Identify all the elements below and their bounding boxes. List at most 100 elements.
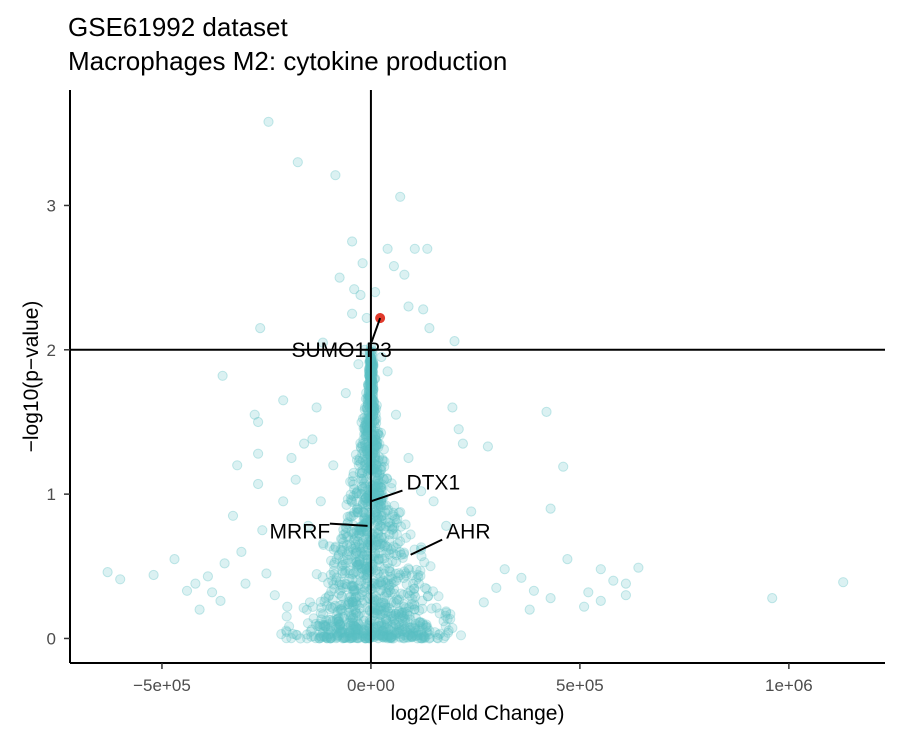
data-point (336, 603, 347, 615)
data-point (377, 510, 388, 521)
data-point (633, 562, 644, 573)
data-point (352, 506, 363, 517)
data-point (348, 535, 359, 546)
data-point (407, 630, 418, 641)
data-point (359, 546, 370, 557)
data-point (338, 537, 349, 548)
data-point (328, 544, 339, 555)
data-point (350, 630, 361, 641)
data-point (322, 624, 333, 635)
data-point (345, 626, 356, 637)
data-point (441, 520, 452, 532)
data-point (347, 585, 358, 596)
data-point (340, 388, 351, 399)
data-point (349, 586, 360, 597)
data-point (339, 632, 350, 644)
data-point (420, 620, 431, 632)
data-point (369, 463, 380, 474)
gene-label: SUMO1P3 (291, 339, 391, 362)
data-point (321, 600, 333, 611)
data-point (341, 499, 352, 510)
data-point (352, 629, 363, 640)
data-point (356, 473, 367, 484)
data-point (263, 116, 274, 127)
data-point (339, 632, 351, 643)
data-point (318, 609, 329, 620)
data-point (410, 618, 421, 630)
data-point (397, 552, 408, 564)
data-point (332, 630, 343, 641)
data-point (355, 546, 366, 558)
data-point (333, 549, 344, 560)
data-point (335, 628, 346, 639)
data-point (338, 582, 349, 594)
data-point (579, 601, 590, 612)
data-point (424, 632, 435, 643)
data-point (414, 617, 425, 628)
data-point (404, 629, 415, 640)
data-point (305, 626, 316, 637)
data-point (362, 575, 373, 586)
data-point (341, 579, 352, 590)
data-point (389, 618, 401, 629)
data-point (344, 602, 355, 614)
data-point (389, 615, 400, 626)
data-point (338, 540, 349, 552)
data-point (443, 625, 454, 636)
data-point (449, 336, 460, 347)
data-point (402, 606, 413, 618)
data-point (541, 406, 552, 417)
data-point (336, 533, 347, 545)
data-point (299, 438, 310, 449)
data-point (330, 542, 341, 553)
data-point (401, 570, 412, 581)
data-point (351, 557, 362, 568)
data-point (396, 608, 407, 619)
data-point (408, 578, 419, 590)
data-point (343, 531, 354, 543)
data-point (379, 456, 390, 467)
data-point (380, 632, 391, 643)
y-tick-label: 3 (47, 196, 56, 215)
data-point (391, 620, 402, 631)
data-point (405, 529, 416, 540)
data-point (416, 486, 427, 497)
data-point (499, 564, 510, 575)
data-point (323, 624, 334, 635)
data-point (334, 272, 345, 283)
data-point (366, 445, 378, 456)
data-point (372, 487, 383, 498)
data-point (336, 590, 347, 602)
data-point (359, 420, 370, 432)
data-point (358, 628, 369, 639)
data-point (360, 557, 371, 569)
data-point (330, 170, 341, 181)
data-point (399, 601, 410, 613)
data-point (359, 460, 370, 471)
data-point (337, 624, 348, 635)
data-point (583, 587, 594, 598)
data-point (353, 633, 364, 644)
data-point (255, 323, 266, 334)
data-point (281, 625, 292, 636)
data-point (373, 617, 384, 629)
data-point (354, 539, 365, 550)
data-point (373, 514, 385, 525)
data-point (352, 600, 363, 611)
data-point (342, 511, 353, 523)
x-tick-label: 0e+00 (347, 676, 395, 695)
data-point (346, 591, 357, 602)
data-point (416, 633, 427, 644)
data-point (374, 604, 385, 615)
data-point (381, 587, 392, 598)
data-point (393, 622, 405, 633)
data-point (350, 548, 362, 559)
data-point (336, 599, 347, 611)
data-point (333, 622, 344, 633)
data-point (384, 517, 396, 528)
data-point (595, 595, 606, 607)
data-point (405, 614, 416, 625)
data-point (377, 538, 388, 549)
data-point (349, 624, 360, 635)
data-point (402, 630, 414, 641)
